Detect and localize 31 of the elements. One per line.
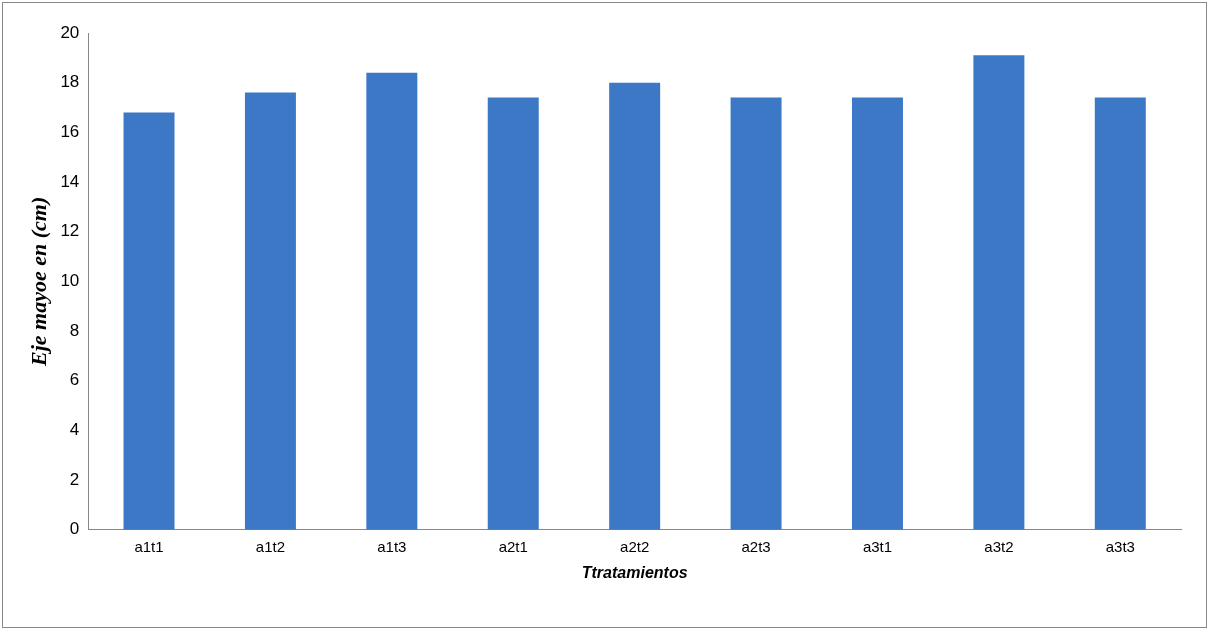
- bar: [609, 82, 661, 530]
- y-tick-label: 4: [69, 420, 80, 440]
- bar: [973, 55, 1025, 530]
- y-tick-label: 10: [60, 271, 80, 291]
- bar: [123, 112, 175, 530]
- x-tick-label: a1t3: [377, 537, 407, 555]
- x-tick-label: a3t1: [862, 537, 893, 555]
- y-tick-label: 18: [60, 72, 80, 92]
- y-tick-label: 0: [69, 519, 80, 539]
- y-tick-label: 8: [69, 320, 80, 340]
- y-tick-label: 12: [60, 221, 80, 241]
- bar: [366, 72, 418, 530]
- x-tick-label: a1t2: [255, 537, 286, 555]
- x-axis-title: Ttratamientos: [581, 563, 688, 581]
- y-tick-label: 2: [69, 469, 80, 489]
- x-tick-label: a3t3: [1105, 537, 1135, 555]
- bar: [730, 97, 782, 530]
- y-tick-label: 16: [60, 122, 80, 142]
- bar: [851, 97, 903, 530]
- x-tick-label: a2t2: [620, 537, 650, 555]
- bar: [1094, 97, 1146, 530]
- bar: [487, 97, 539, 530]
- x-tick-label: a3t2: [984, 537, 1014, 555]
- y-tick-label: 14: [60, 171, 80, 191]
- y-tick-label: 20: [60, 22, 80, 42]
- x-tick-label: a1t1: [134, 537, 164, 555]
- x-tick-label: a2t1: [498, 537, 528, 555]
- y-tick-label: 6: [69, 370, 80, 390]
- bar: [244, 92, 296, 530]
- x-tick-label: a2t3: [741, 537, 771, 555]
- y-axis-title: Eje mayoe en (cm): [25, 196, 51, 368]
